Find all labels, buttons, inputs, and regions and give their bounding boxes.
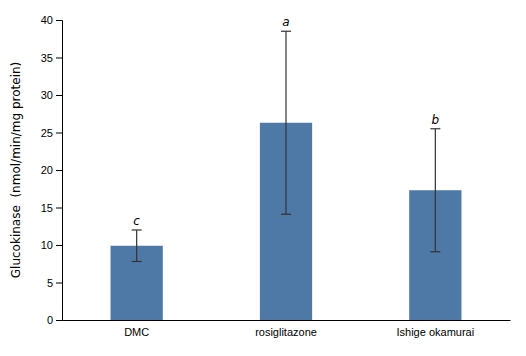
error-bar-cap	[281, 214, 291, 215]
y-axis-line	[56, 21, 63, 321]
annotations: c a b	[133, 15, 439, 228]
x-tick-label: Ishige okamurai	[397, 326, 475, 338]
y-tick-label: 0	[47, 314, 53, 326]
y-tick-mark	[56, 208, 62, 209]
annotation: a	[282, 15, 289, 29]
x-tick: Ishige okamurai	[397, 326, 475, 338]
error-bar-stem	[136, 230, 137, 262]
y-tick-mark	[56, 170, 62, 171]
y-tick-label: 5	[47, 277, 53, 289]
error-bar	[132, 230, 142, 262]
y-tick-mark	[56, 58, 62, 59]
y-tick-label: 25	[41, 127, 53, 139]
marks	[111, 31, 462, 320]
y-tick-label: 10	[41, 239, 53, 251]
y-tick-label: 20	[41, 164, 53, 176]
error-bar-cap	[430, 128, 440, 129]
y-tick: 30	[41, 89, 62, 101]
y-tick: 10	[41, 239, 62, 251]
x-tick: DMC	[124, 326, 149, 338]
y-tick: 5	[47, 277, 62, 289]
error-bar	[281, 31, 291, 214]
error-bar	[430, 129, 440, 252]
y-tick-mark	[56, 283, 62, 284]
annotation: b	[432, 113, 440, 127]
y-tick: 0	[47, 314, 62, 326]
error-bar-cap	[430, 251, 440, 252]
plot: 0 5 10 15 20 25 30 35 40 DMC rosiglitazone Ishige o…	[41, 14, 511, 338]
y-tick-mark	[56, 133, 62, 134]
error-bar-stem	[285, 31, 286, 214]
error-bar-cap	[281, 31, 291, 32]
y-tick-label: 40	[41, 14, 53, 26]
y-tick-label: 30	[41, 89, 53, 101]
x-tick-label: DMC	[124, 326, 149, 338]
error-bar-cap	[132, 261, 142, 262]
y-tick: 20	[41, 164, 62, 176]
annotation: c	[133, 214, 140, 228]
y-tick-mark	[56, 245, 62, 246]
y-tick: 40	[41, 14, 62, 26]
x-tick-label: rosiglitazone	[255, 326, 317, 338]
x-axis: DMC rosiglitazone Ishige okamurai	[63, 321, 511, 338]
x-tick: rosiglitazone	[255, 326, 317, 338]
error-bar-cap	[132, 229, 142, 230]
y-axis: 0 5 10 15 20 25 30 35 40	[41, 14, 63, 326]
chart: 0 5 10 15 20 25 30 35 40 DMC rosiglitazone Ishige o…	[0, 0, 526, 356]
y-tick-mark	[56, 20, 62, 21]
y-tick-mark	[56, 320, 62, 321]
y-tick: 15	[41, 202, 62, 214]
y-tick: 25	[41, 127, 62, 139]
y-tick-label: 35	[41, 52, 53, 64]
y-axis-title: Glucokinase (nmol/min/mg protein)	[9, 62, 23, 279]
error-bar-stem	[435, 129, 436, 252]
y-tick: 35	[41, 52, 62, 64]
y-tick-label: 15	[41, 202, 53, 214]
y-tick-mark	[56, 95, 62, 96]
x-axis-line	[63, 320, 511, 321]
